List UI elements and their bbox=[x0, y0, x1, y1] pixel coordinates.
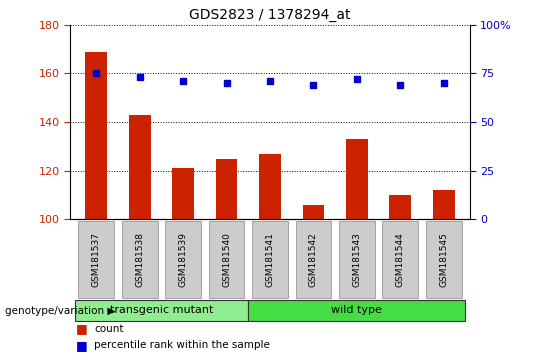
FancyBboxPatch shape bbox=[426, 221, 462, 297]
FancyBboxPatch shape bbox=[248, 300, 465, 321]
FancyBboxPatch shape bbox=[165, 221, 201, 297]
Bar bbox=[215, 159, 238, 219]
Text: GSM181537: GSM181537 bbox=[92, 232, 101, 287]
Text: wild type: wild type bbox=[332, 305, 382, 315]
FancyBboxPatch shape bbox=[78, 221, 114, 297]
Text: GSM181542: GSM181542 bbox=[309, 232, 318, 287]
Bar bbox=[259, 154, 281, 219]
Text: GSM181545: GSM181545 bbox=[439, 232, 448, 287]
Text: ■: ■ bbox=[76, 322, 87, 335]
Text: GSM181544: GSM181544 bbox=[396, 232, 405, 287]
Bar bbox=[85, 52, 107, 219]
FancyBboxPatch shape bbox=[382, 221, 418, 297]
Text: genotype/variation ▶: genotype/variation ▶ bbox=[5, 306, 116, 316]
Bar bbox=[389, 195, 411, 219]
Text: ■: ■ bbox=[76, 339, 87, 352]
Text: GSM181538: GSM181538 bbox=[135, 232, 144, 287]
Bar bbox=[129, 115, 151, 219]
Text: GSM181543: GSM181543 bbox=[353, 232, 361, 287]
Bar bbox=[172, 169, 194, 219]
Text: GSM181539: GSM181539 bbox=[179, 232, 187, 287]
Text: count: count bbox=[94, 324, 124, 333]
FancyBboxPatch shape bbox=[295, 221, 331, 297]
FancyBboxPatch shape bbox=[209, 221, 245, 297]
FancyBboxPatch shape bbox=[339, 221, 375, 297]
Bar bbox=[433, 190, 455, 219]
Text: GSM181541: GSM181541 bbox=[266, 232, 274, 287]
Text: transgenic mutant: transgenic mutant bbox=[110, 305, 213, 315]
Bar bbox=[346, 139, 368, 219]
FancyBboxPatch shape bbox=[122, 221, 158, 297]
Text: GSM181540: GSM181540 bbox=[222, 232, 231, 287]
Title: GDS2823 / 1378294_at: GDS2823 / 1378294_at bbox=[189, 8, 351, 22]
Bar bbox=[302, 205, 325, 219]
FancyBboxPatch shape bbox=[252, 221, 288, 297]
FancyBboxPatch shape bbox=[75, 300, 248, 321]
Text: percentile rank within the sample: percentile rank within the sample bbox=[94, 340, 271, 350]
